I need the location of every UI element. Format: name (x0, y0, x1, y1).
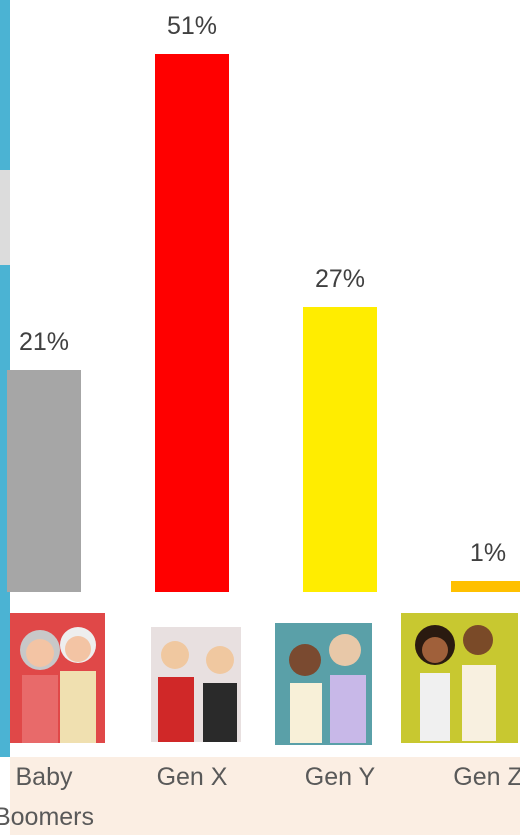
picture-baby-boomers (10, 613, 105, 743)
bar (303, 307, 377, 592)
chart: 21% Baby Boomers 51% Gen X 27% Gen Y 1% Gen Z (0, 0, 520, 835)
pictures (0, 605, 520, 750)
value-label: 1% (428, 539, 520, 568)
x-tick-label: Gen Y (275, 757, 405, 797)
x-tick-label: Gen Z (423, 757, 520, 797)
x-tick-label: Baby Boomers (0, 757, 109, 835)
bar (7, 370, 81, 592)
value-label: 27% (280, 265, 400, 294)
x-tick-label: Gen X (127, 757, 257, 797)
picture-gen-x (151, 627, 241, 742)
picture-gen-y (275, 623, 372, 745)
value-label: 21% (0, 328, 104, 357)
bar (155, 54, 229, 592)
side-strip-gray (0, 170, 10, 265)
value-label: 51% (132, 12, 252, 41)
bar (451, 581, 520, 592)
picture-gen-z (401, 613, 518, 743)
